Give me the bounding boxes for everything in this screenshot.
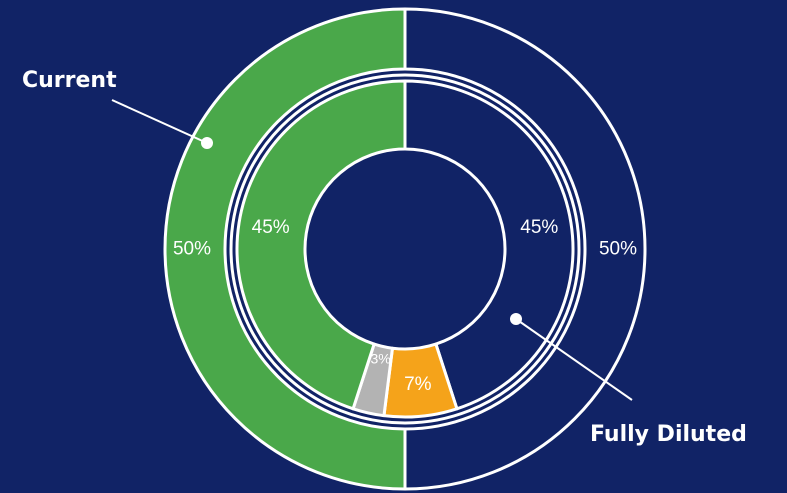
current-ring <box>163 7 647 491</box>
current-slice-1 <box>163 7 407 491</box>
current-slice-0-label: 50% <box>599 239 637 260</box>
ring-separator <box>229 73 581 425</box>
slice-labels: 50% 50% 45% 7% 3% 45% <box>173 217 637 395</box>
fully-diluted-slice-3-label: 45% <box>252 217 290 238</box>
fully-diluted-leader-dot <box>510 313 522 325</box>
fully-diluted-slice-2-label: 3% <box>370 350 390 366</box>
fully-diluted-callout-label: Fully Diluted <box>590 422 747 447</box>
callouts: Current Fully Diluted <box>22 68 747 447</box>
current-callout-label: Current <box>22 68 117 93</box>
current-slice-0 <box>403 7 647 491</box>
current-leader-line <box>111 99 208 144</box>
fully-diluted-slice-1-label: 7% <box>404 374 432 395</box>
fully-diluted-slice-0 <box>403 79 575 411</box>
current-leader-dot <box>201 137 213 149</box>
fully-diluted-slice-0-label: 45% <box>520 217 558 238</box>
fully-diluted-slice-3 <box>235 79 407 411</box>
fully-diluted-ring <box>235 79 575 419</box>
current-slice-1-label: 50% <box>173 239 211 260</box>
fully-diluted-leader-line <box>515 318 633 401</box>
